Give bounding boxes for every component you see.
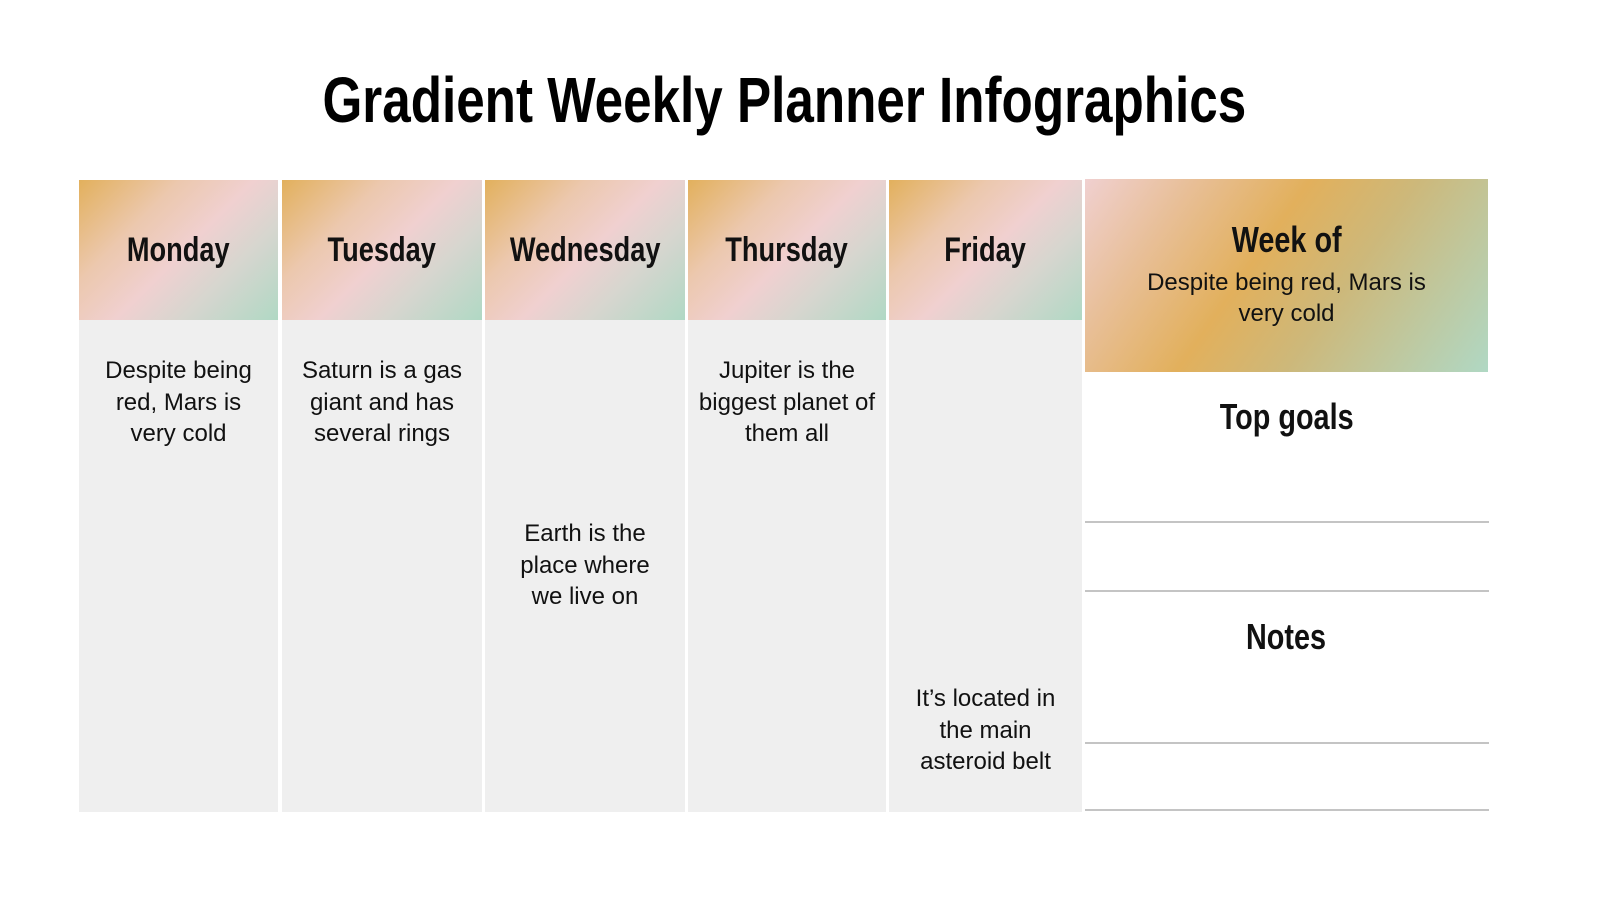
day-column-thursday: Thursday Jupiter is the biggest planet o… (688, 180, 886, 812)
notes-heading: Notes (1246, 616, 1327, 657)
day-header: Wednesday (485, 180, 685, 320)
day-column-tuesday: Tuesday Saturn is a gas giant and has se… (282, 180, 482, 812)
week-of-label: Week of (1231, 219, 1342, 260)
day-text: Earth is the place where we live on (520, 520, 650, 610)
day-column-monday: Monday Despite being red, Mars is very c… (79, 180, 278, 812)
day-column-wednesday: Wednesday Earth is the place where we li… (485, 180, 685, 812)
divider (1085, 742, 1489, 744)
day-header: Monday (79, 180, 278, 320)
top-goals-heading: Top goals (1219, 396, 1354, 437)
day-text: It’s located in the main asteroid belt (915, 685, 1056, 775)
divider (1085, 809, 1489, 811)
week-of-panel: Week of Despite being red, Mars is very … (1085, 179, 1488, 372)
day-header: Tuesday (282, 180, 482, 320)
day-text: Despite being red, Mars is very cold (105, 357, 252, 447)
page-title: Gradient Weekly Planner Infographics (322, 64, 1246, 136)
day-text: Saturn is a gas giant and has several ri… (301, 357, 463, 447)
divider (1085, 590, 1489, 592)
day-column-friday: Friday It’s located in the main asteroid… (889, 180, 1082, 812)
day-header: Friday (889, 180, 1082, 320)
day-text: Jupiter is the biggest planet of them al… (698, 357, 876, 447)
divider (1085, 521, 1489, 523)
day-header: Thursday (688, 180, 886, 320)
week-of-text: Despite being red, Mars is very cold (1147, 269, 1426, 327)
